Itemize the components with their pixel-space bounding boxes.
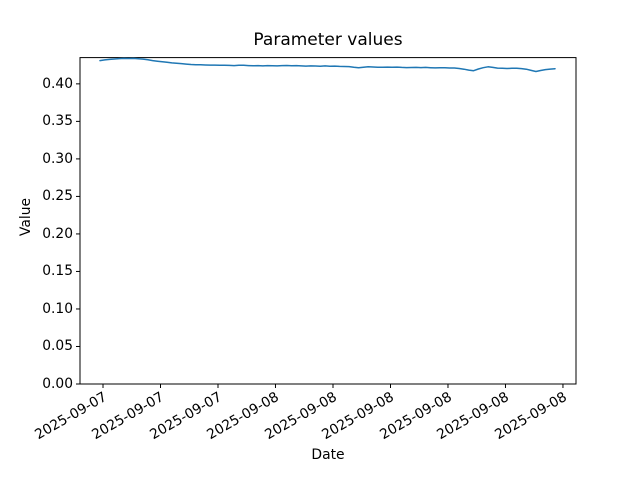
y-tick-label: 0.05 — [42, 338, 73, 355]
y-tick-label: 0.25 — [42, 188, 73, 205]
y-tick-label: 0.10 — [42, 300, 73, 317]
y-tick-label: 0.40 — [42, 75, 73, 92]
x-axis-label: Date — [311, 447, 345, 463]
y-tick-label: 0.15 — [42, 263, 73, 280]
y-tick-label: 0.35 — [42, 113, 73, 130]
chart-title: Parameter values — [253, 30, 403, 50]
axes-frame — [79, 57, 577, 385]
parameter-value-line — [99, 57, 556, 73]
y-tick-label: 0.00 — [42, 376, 73, 392]
y-tick-label: 0.30 — [42, 150, 73, 167]
y-tick-label: 0.20 — [42, 225, 73, 242]
